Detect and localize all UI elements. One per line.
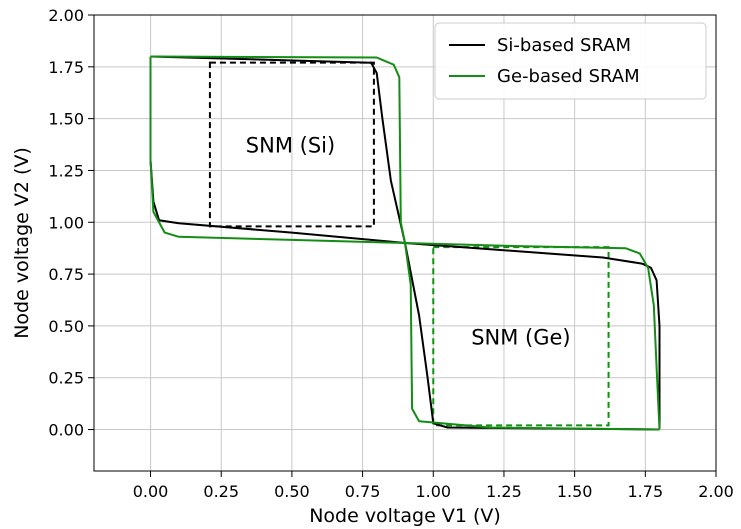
y-tick-label: 1.75 <box>48 58 84 77</box>
x-tick-label: 0.75 <box>345 482 381 501</box>
series-line <box>149 56 661 430</box>
legend-box <box>434 22 707 100</box>
x-axis-label: Node voltage V1 (V) <box>309 505 501 527</box>
ticks: 0.00 0.25 0.50 0.75 1.00 1.25 1.50 1.75 2.00 0.00… <box>48 6 733 501</box>
snm-box <box>432 246 610 427</box>
legend: Si-based SRAM Ge-based SRAM <box>434 22 707 100</box>
y-tick-label: 1.25 <box>48 161 84 180</box>
x-tick-label: 1.25 <box>486 482 522 501</box>
x-tick-label: 0.00 <box>133 482 169 501</box>
x-tick-label: 0.25 <box>203 482 239 501</box>
y-tick-label: 0.50 <box>48 317 84 336</box>
series-line <box>149 56 661 430</box>
x-tick-label: 2.00 <box>698 482 734 501</box>
legend-label: Ge-based SRAM <box>497 66 640 87</box>
plot-frame <box>93 14 717 472</box>
y-tick-label: 1.00 <box>48 213 84 232</box>
snm-label: SNM (Ge) <box>471 325 570 349</box>
annotations: SNM (Si) SNM (Ge) <box>246 134 571 350</box>
snm-boxes <box>208 61 610 427</box>
x-tick-label: 0.50 <box>274 482 310 501</box>
y-tick-label: 0.00 <box>48 421 84 440</box>
y-tick-label: 0.75 <box>48 265 84 284</box>
snm-box <box>208 61 375 228</box>
x-tick-label: 1.00 <box>415 482 451 501</box>
x-tick-label: 1.75 <box>628 482 664 501</box>
y-tick-label: 2.00 <box>48 6 84 25</box>
legend-label: Si-based SRAM <box>497 35 631 56</box>
y-axis-label: Node voltage V2 (V) <box>11 147 33 339</box>
y-tick-label: 0.25 <box>48 369 84 388</box>
series <box>149 55 661 431</box>
x-tick-label: 1.50 <box>557 482 593 501</box>
y-tick-label: 1.50 <box>48 110 84 129</box>
snm-label: SNM (Si) <box>246 134 335 158</box>
